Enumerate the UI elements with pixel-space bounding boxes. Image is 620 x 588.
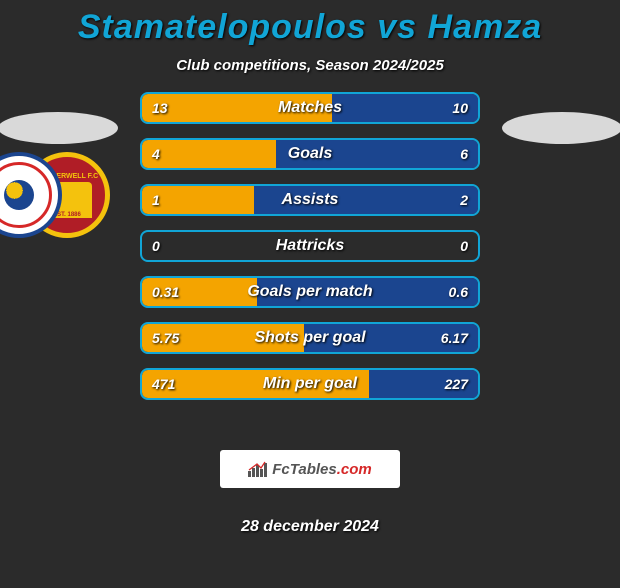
stat-row: Hattricks0 0 xyxy=(140,230,480,262)
page-title: Stamatelopoulos vs Hamza xyxy=(0,8,620,47)
stat-value-left: 0 xyxy=(152,238,160,254)
brand-logo: FcTables.com xyxy=(220,450,400,488)
comparison-panel: MOTHERWELL F.C EST. 1886 Matches1310Goal… xyxy=(0,92,620,432)
stat-value-right: 6.17 xyxy=(441,330,468,346)
stats-container: Matches13 10 Goals4 6 Assists1 2 Hattricks0 0 Go… xyxy=(140,92,480,414)
subtitle: Club competitions, Season 2024/2025 xyxy=(0,57,620,74)
right-shadow-oval xyxy=(502,112,620,144)
stat-value-left: 4 xyxy=(152,146,160,162)
stat-value-right: 2 xyxy=(460,192,468,208)
stat-value-right: 6 xyxy=(460,146,468,162)
left-shadow-oval xyxy=(0,112,118,144)
stat-row: Shots per goal5.75 6.17 xyxy=(140,322,480,354)
brand-text-main: FcTables xyxy=(272,461,336,478)
stat-label: Goals xyxy=(142,145,478,163)
crest-ball-icon xyxy=(4,180,34,210)
stat-label: Matches xyxy=(142,99,478,117)
stat-label: Hattricks xyxy=(142,237,478,255)
stat-value-right: 227 xyxy=(445,376,468,392)
stat-value-left: 5.75 xyxy=(152,330,179,346)
stat-value-left: 13 xyxy=(152,100,168,116)
stat-label: Shots per goal xyxy=(142,329,478,347)
stat-value-left: 1 xyxy=(152,192,160,208)
stat-label: Goals per match xyxy=(142,283,478,301)
stat-value-right: 0 xyxy=(460,238,468,254)
stat-value-right: 0.6 xyxy=(449,284,468,300)
stat-row: Goals4 6 xyxy=(140,138,480,170)
brand-text: FcTables.com xyxy=(272,461,371,478)
stat-row: Matches13 10 xyxy=(140,92,480,124)
brand-text-domain: .com xyxy=(337,461,372,478)
stat-value-left: 0.31 xyxy=(152,284,179,300)
stat-label: Min per goal xyxy=(142,375,478,393)
stat-row: Min per goal471 227 xyxy=(140,368,480,400)
stat-row: Assists1 2 xyxy=(140,184,480,216)
bar-chart-icon xyxy=(248,461,268,477)
stat-row: Goals per match0.31 0.6 xyxy=(140,276,480,308)
stat-label: Assists xyxy=(142,191,478,209)
comparison-date: 28 december 2024 xyxy=(0,518,620,536)
stat-value-left: 471 xyxy=(152,376,175,392)
stat-value-right: 10 xyxy=(452,100,468,116)
